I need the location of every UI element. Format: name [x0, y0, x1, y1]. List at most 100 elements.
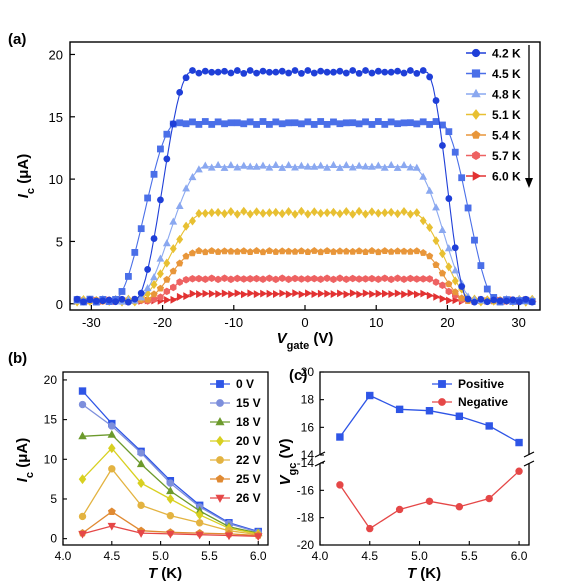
data-point-a: [330, 118, 337, 126]
series-line-a: [77, 122, 533, 302]
legend-marker-c: [438, 380, 446, 388]
data-point-a: [394, 67, 401, 75]
data-point-a: [362, 209, 369, 219]
data-point-a: [278, 247, 286, 255]
legend-label-b: 20 V: [236, 434, 261, 448]
legend-label-b: 18 V: [236, 415, 261, 429]
data-point-c: [485, 494, 493, 503]
data-point-a: [419, 172, 428, 180]
data-point-a: [528, 298, 536, 306]
y-tick-label-c: -14: [297, 456, 315, 470]
data-point-a: [157, 293, 164, 301]
data-point-a: [208, 274, 215, 283]
legend-label-c: Positive: [458, 377, 504, 391]
data-point-a: [252, 247, 261, 254]
x-tick-label-a: -10: [224, 315, 243, 330]
data-point-a: [144, 266, 152, 273]
data-point-a: [265, 121, 273, 128]
x-axis-label-c-unit: (K): [416, 565, 441, 582]
data-point-b: [166, 486, 175, 495]
y-tick-label-c: 20: [301, 365, 315, 379]
y-tick-label-b: 5: [50, 492, 57, 506]
data-point-a: [214, 248, 222, 255]
data-point-a: [323, 274, 331, 283]
data-point-a: [227, 247, 235, 255]
data-point-a: [401, 290, 409, 299]
data-point-a: [348, 163, 357, 171]
data-point-a: [305, 289, 313, 298]
data-point-a: [393, 163, 402, 171]
data-point-a: [170, 295, 178, 304]
data-point-a: [265, 68, 273, 76]
data-point-b: [137, 449, 145, 457]
x-tick-label-a: -30: [82, 315, 101, 330]
data-point-a: [337, 289, 345, 298]
legend-marker-b: [215, 417, 225, 426]
data-point-a: [169, 244, 177, 254]
data-point-b: [78, 474, 87, 485]
data-point-a: [233, 163, 242, 171]
data-point-b: [166, 530, 175, 539]
data-point-a: [240, 120, 248, 128]
data-point-a: [176, 278, 183, 286]
data-point-a: [330, 290, 338, 299]
data-point-c: [366, 524, 374, 533]
data-point-a: [406, 209, 414, 219]
data-point-a: [259, 208, 267, 218]
data-point-a: [387, 160, 396, 168]
data-point-c: [425, 407, 434, 415]
data-point-a: [118, 288, 126, 295]
data-point-b: [107, 429, 117, 438]
data-point-a: [195, 247, 203, 254]
data-point-a: [433, 292, 441, 301]
data-point-a: [310, 121, 318, 128]
data-point-a: [298, 120, 305, 128]
data-point-b: [137, 501, 145, 510]
data-point-a: [246, 209, 254, 219]
x-tick-label-b: 4.0: [55, 549, 72, 563]
data-point-a: [163, 155, 171, 163]
data-point-a: [170, 283, 177, 292]
data-point-a: [368, 274, 376, 283]
data-point-a: [227, 275, 235, 284]
data-point-a: [419, 118, 427, 126]
data-point-a: [156, 269, 164, 279]
data-point-a: [445, 287, 453, 296]
data-point-a: [201, 67, 209, 75]
data-point-a: [208, 68, 216, 76]
data-point-c: [425, 497, 434, 505]
data-point-a: [285, 247, 293, 255]
data-point-a: [374, 161, 383, 169]
data-point-a: [304, 275, 312, 283]
data-point-a: [387, 275, 395, 284]
panel-b: (b) 4.0 4.5 5.0 5.5 6.0 0 5 10 15 20 Ic (μA) T (K) 0 …: [8, 350, 269, 582]
data-point-a: [143, 283, 152, 292]
data-point-b: [78, 387, 87, 395]
data-point-c: [366, 391, 374, 400]
data-point-c: [336, 481, 344, 489]
data-point-a: [240, 206, 248, 216]
data-point-a: [471, 236, 478, 244]
data-point-a: [272, 275, 280, 284]
plot-frame-c-upper: [319, 371, 530, 455]
data-point-a: [438, 269, 447, 277]
plot-frame-b: [62, 371, 269, 546]
data-point-a: [375, 275, 382, 284]
data-point-a: [413, 290, 422, 299]
x-tick-label-b: 6.0: [250, 549, 267, 563]
data-point-a: [285, 69, 293, 77]
x-axis-label-b: T (K): [148, 565, 182, 582]
data-point-a: [413, 247, 421, 255]
data-point-a: [189, 216, 196, 226]
legend-marker-a: [471, 69, 481, 78]
data-point-a: [162, 239, 171, 247]
data-point-a: [374, 118, 382, 125]
legend-label-c: Negative: [458, 395, 508, 409]
data-point-a: [157, 196, 164, 204]
data-point-a: [342, 69, 350, 77]
data-point-a: [323, 121, 331, 128]
y-axis-label-a: Ic (μA): [15, 154, 37, 198]
data-point-a: [272, 290, 281, 299]
data-point-a: [432, 236, 440, 246]
